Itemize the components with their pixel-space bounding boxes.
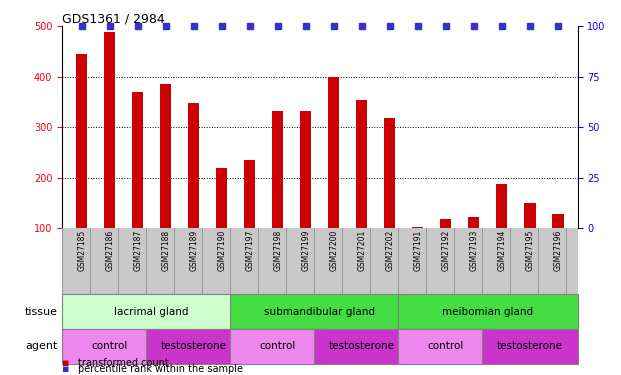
Bar xyxy=(244,160,255,228)
Text: ▪: ▪ xyxy=(62,358,70,368)
Text: GSM27200: GSM27200 xyxy=(329,230,338,272)
Text: control: control xyxy=(428,341,464,351)
Text: GSM27187: GSM27187 xyxy=(134,230,142,272)
Text: GSM27186: GSM27186 xyxy=(105,230,114,272)
Bar xyxy=(230,294,409,329)
Text: lacrimal gland: lacrimal gland xyxy=(114,307,189,317)
Bar xyxy=(216,168,227,228)
Text: GSM27201: GSM27201 xyxy=(357,230,366,272)
Text: ▪: ▪ xyxy=(62,364,70,374)
Bar xyxy=(384,118,396,228)
Bar xyxy=(160,84,171,228)
Bar xyxy=(76,54,88,228)
Bar xyxy=(398,329,494,364)
Text: testosterone: testosterone xyxy=(161,341,227,351)
Text: GSM27196: GSM27196 xyxy=(553,230,563,272)
Bar xyxy=(300,111,311,228)
Text: GDS1361 / 2984: GDS1361 / 2984 xyxy=(62,12,165,25)
Text: GSM27195: GSM27195 xyxy=(525,230,535,272)
Bar xyxy=(552,214,563,228)
Bar xyxy=(146,329,242,364)
Text: GSM27199: GSM27199 xyxy=(301,230,310,272)
Text: percentile rank within the sample: percentile rank within the sample xyxy=(78,364,243,374)
Bar xyxy=(329,77,340,228)
Text: testosterone: testosterone xyxy=(329,341,395,351)
Bar xyxy=(132,92,143,228)
Text: GSM27191: GSM27191 xyxy=(414,230,422,272)
Bar xyxy=(230,329,325,364)
Text: GSM27190: GSM27190 xyxy=(217,230,226,272)
Bar xyxy=(483,329,578,364)
Text: meibomian gland: meibomian gland xyxy=(442,307,533,317)
Text: GSM27198: GSM27198 xyxy=(273,230,283,272)
Text: GSM27194: GSM27194 xyxy=(497,230,506,272)
Text: control: control xyxy=(260,341,296,351)
Bar xyxy=(104,32,116,228)
Bar xyxy=(440,219,451,228)
Bar xyxy=(496,184,507,228)
Text: GSM27197: GSM27197 xyxy=(245,230,254,272)
Bar xyxy=(356,100,368,228)
Bar xyxy=(188,103,199,228)
Bar xyxy=(62,294,242,329)
Text: transformed count: transformed count xyxy=(78,358,168,368)
Text: GSM27185: GSM27185 xyxy=(77,230,86,272)
Text: testosterone: testosterone xyxy=(497,341,563,351)
Bar xyxy=(468,216,479,228)
Bar xyxy=(524,203,535,228)
Text: GSM27193: GSM27193 xyxy=(469,230,478,272)
Bar xyxy=(272,111,283,228)
Bar xyxy=(398,294,578,329)
Text: agent: agent xyxy=(25,341,58,351)
Bar xyxy=(314,329,409,364)
Text: GSM27192: GSM27192 xyxy=(442,230,450,272)
Text: control: control xyxy=(91,341,128,351)
Text: submandibular gland: submandibular gland xyxy=(265,307,375,317)
Text: tissue: tissue xyxy=(25,307,58,317)
Text: GSM27202: GSM27202 xyxy=(386,230,394,272)
Text: GSM27189: GSM27189 xyxy=(189,230,198,272)
Bar xyxy=(62,329,157,364)
Text: GSM27188: GSM27188 xyxy=(161,230,170,271)
Bar xyxy=(412,226,424,228)
